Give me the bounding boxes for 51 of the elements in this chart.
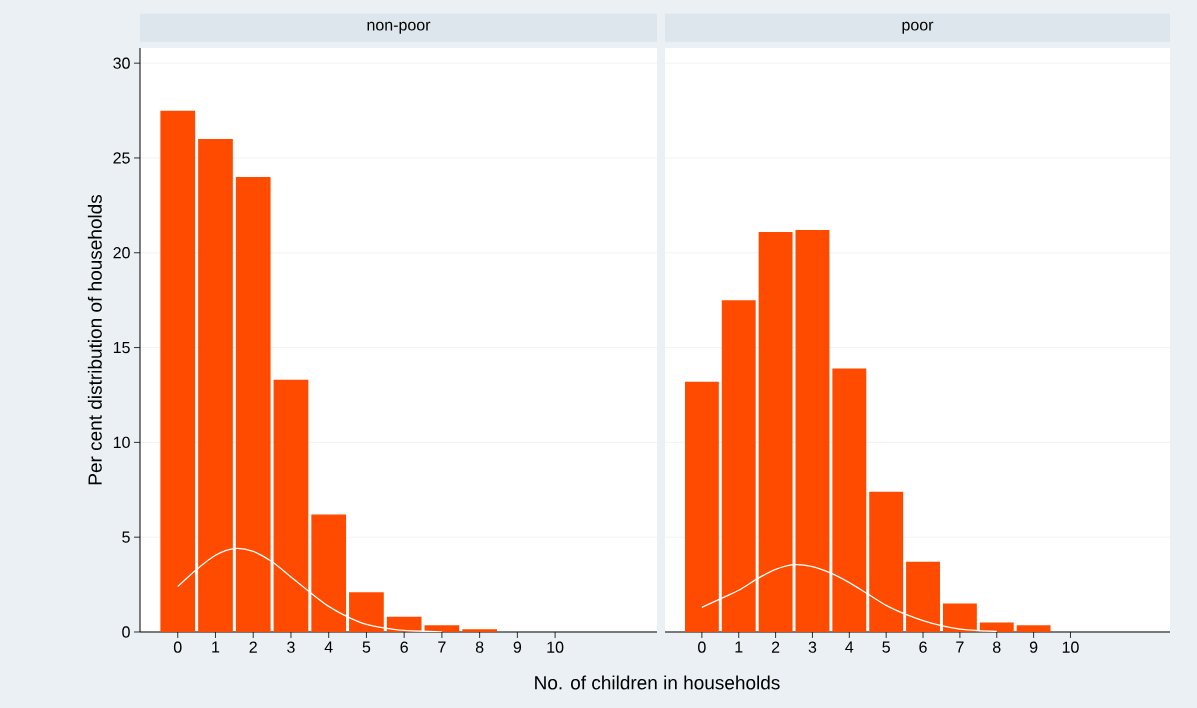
x-tick-label: 4 <box>324 641 333 653</box>
x-tick-label: 7 <box>438 641 446 653</box>
chart-title: poor <box>902 21 934 34</box>
x-tick-label: 4 <box>845 641 854 653</box>
x-tick-label: 9 <box>513 641 522 653</box>
y-tick-label: 0 <box>122 626 130 638</box>
x-tick-label: 6 <box>919 641 927 653</box>
x-tick-label: 6 <box>400 641 408 653</box>
bar <box>906 561 940 632</box>
bar <box>942 603 977 632</box>
x-axis-title: No. of children in households <box>535 675 780 690</box>
y-tick-label: 25 <box>113 152 130 164</box>
bar <box>721 300 756 632</box>
x-tick-label: 1 <box>735 641 743 653</box>
bar <box>349 592 384 632</box>
x-tick-label: 8 <box>475 641 484 653</box>
bar <box>273 379 309 632</box>
bar <box>198 139 233 632</box>
x-tick-label: 10 <box>1062 641 1079 653</box>
bar <box>462 629 497 632</box>
x-tick-label: 0 <box>173 641 182 653</box>
x-tick-label: 3 <box>808 641 817 653</box>
bar <box>386 616 422 632</box>
bar <box>1016 625 1051 632</box>
x-tick-label: 0 <box>698 641 706 653</box>
x-tick-label: 10 <box>547 641 564 653</box>
y-tick-label: 20 <box>113 247 130 259</box>
y-axis-title: Per cent distribution of households <box>87 194 102 485</box>
bar <box>311 514 347 632</box>
bar <box>758 231 793 632</box>
chart-title: non-poor <box>367 21 431 34</box>
bar <box>684 381 719 632</box>
x-tick-label: 2 <box>771 641 780 653</box>
bar <box>424 625 460 632</box>
x-tick-label: 8 <box>993 641 1001 653</box>
x-tick-label: 1 <box>212 641 220 653</box>
x-tick-label: 7 <box>956 641 964 653</box>
y-tick-label: 10 <box>113 436 130 449</box>
x-tick-label: 2 <box>249 641 257 653</box>
x-tick-label: 5 <box>362 641 371 653</box>
bar <box>869 491 904 632</box>
y-tick-label: 5 <box>122 531 130 543</box>
x-tick-label: 3 <box>287 641 295 653</box>
x-tick-label: 5 <box>882 641 890 653</box>
bar <box>235 176 271 632</box>
y-tick-label: 30 <box>113 57 130 69</box>
bar <box>832 368 867 632</box>
x-tick-label: 9 <box>1029 641 1038 653</box>
bar <box>795 230 830 632</box>
bar <box>160 110 196 632</box>
y-tick-label: 15 <box>113 341 130 354</box>
